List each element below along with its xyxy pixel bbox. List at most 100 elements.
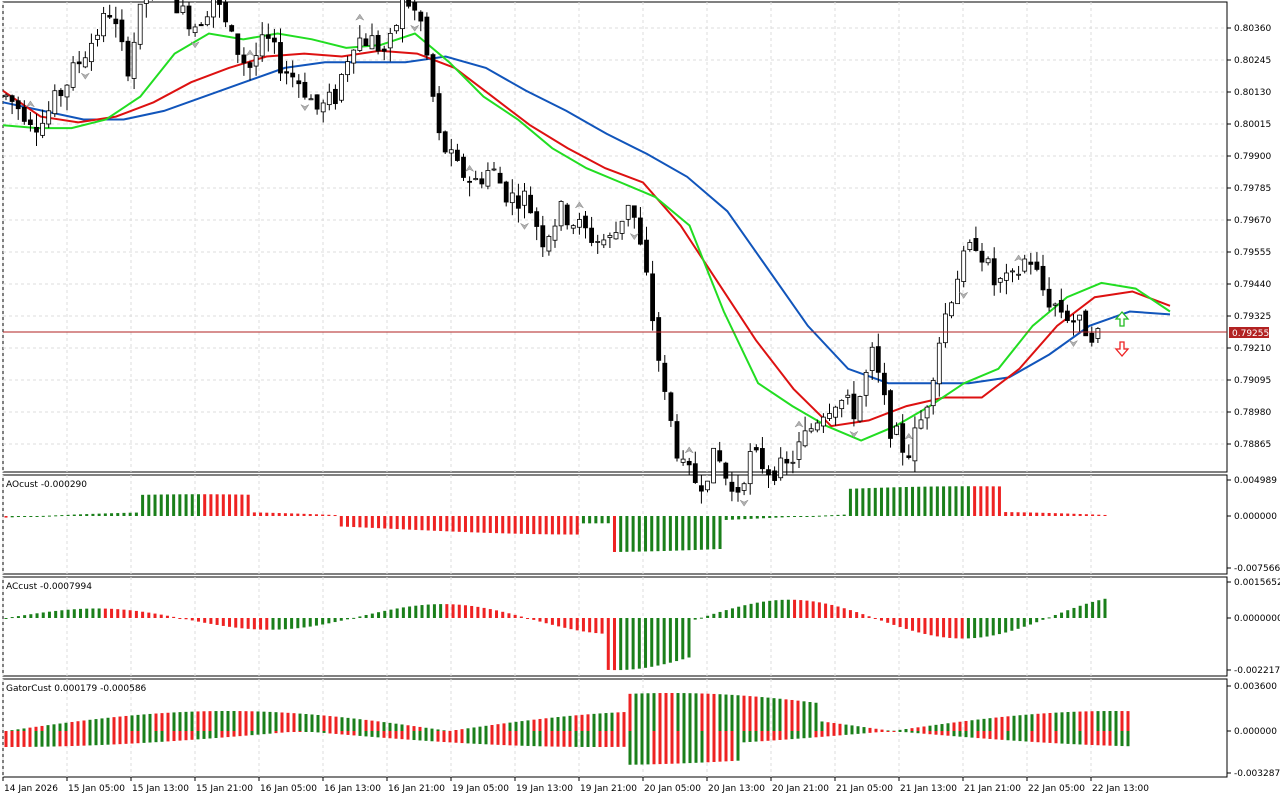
candle-body[interactable] (918, 419, 924, 429)
candle-body[interactable] (778, 457, 784, 479)
candle-body[interactable] (930, 380, 936, 407)
candle-body[interactable] (833, 406, 838, 418)
price-pane[interactable] (2, 0, 1227, 507)
candle-body[interactable] (467, 180, 473, 183)
candle-body[interactable] (863, 372, 869, 396)
candle-body[interactable] (485, 170, 491, 187)
candle-body[interactable] (723, 462, 729, 479)
candle-body[interactable] (552, 225, 558, 241)
candle-body[interactable] (558, 201, 564, 227)
candle-body[interactable] (442, 131, 448, 153)
candle-body[interactable] (644, 239, 649, 273)
candle-body[interactable] (296, 80, 302, 85)
candle-body[interactable] (607, 235, 613, 238)
candle-body[interactable] (528, 194, 533, 214)
candle-body[interactable] (1004, 272, 1009, 281)
candle-body[interactable] (753, 447, 759, 451)
candle-body[interactable] (692, 463, 698, 483)
candle-body[interactable] (717, 450, 723, 462)
candle-body[interactable] (3, 94, 9, 98)
candle-body[interactable] (656, 317, 662, 361)
candle-body[interactable] (1028, 261, 1034, 265)
candle-body[interactable] (21, 106, 27, 122)
candle-body[interactable] (89, 42, 94, 63)
candle-body[interactable] (1095, 328, 1101, 339)
candle-body[interactable] (796, 441, 802, 460)
candle-body[interactable] (680, 458, 686, 463)
candle-body[interactable] (52, 90, 58, 115)
candle-body[interactable] (979, 250, 985, 263)
candle-body[interactable] (265, 34, 271, 39)
gator-indicator-pane[interactable]: GatorCust 0.000179 -0.000586 (4, 684, 1130, 765)
candle-body[interactable] (15, 100, 21, 110)
candle-body[interactable] (625, 204, 631, 220)
candle-body[interactable] (125, 40, 131, 77)
candle-body[interactable] (686, 460, 692, 466)
candle-body[interactable] (747, 451, 753, 485)
candle-body[interactable] (131, 41, 137, 79)
candle-body[interactable] (1046, 288, 1052, 308)
candle-body[interactable] (857, 396, 863, 422)
candle-body[interactable] (827, 413, 832, 419)
candle-body[interactable] (430, 54, 436, 97)
candle-body[interactable] (406, 0, 412, 7)
candle-body[interactable] (64, 84, 70, 98)
candle-body[interactable] (851, 393, 857, 420)
candle-body[interactable] (967, 242, 973, 251)
candle-body[interactable] (259, 34, 265, 57)
candle-body[interactable] (290, 72, 296, 78)
candle-body[interactable] (1071, 320, 1076, 323)
candle-body[interactable] (631, 205, 637, 218)
candle-body[interactable] (936, 342, 942, 385)
candle-body[interactable] (845, 394, 851, 398)
candle-body[interactable] (1077, 314, 1082, 321)
candle-body[interactable] (900, 423, 906, 453)
candle-body[interactable] (34, 126, 39, 133)
candle-body[interactable] (839, 399, 845, 410)
candle-body[interactable] (339, 74, 344, 101)
candle-body[interactable] (821, 416, 826, 427)
candle-body[interactable] (638, 217, 643, 245)
candle-body[interactable] (973, 238, 979, 251)
candle-body[interactable] (577, 219, 582, 228)
candle-body[interactable] (253, 55, 259, 67)
candle-body[interactable] (888, 390, 893, 439)
candle-body[interactable] (1010, 270, 1015, 273)
candle-body[interactable] (1040, 265, 1046, 291)
candle-body[interactable] (583, 215, 588, 229)
candle-body[interactable] (1052, 303, 1058, 306)
candle-body[interactable] (326, 91, 332, 106)
candle-body[interactable] (772, 470, 777, 481)
candle-body[interactable] (210, 0, 216, 18)
candle-body[interactable] (192, 26, 198, 34)
candle-body[interactable] (1034, 261, 1040, 270)
candle-body[interactable] (82, 57, 88, 68)
candle-body[interactable] (314, 94, 320, 110)
candle-body[interactable] (174, 0, 180, 14)
candle-body[interactable] (668, 392, 674, 421)
candle-body[interactable] (186, 5, 192, 30)
candle-body[interactable] (101, 13, 106, 37)
candle-body[interactable] (497, 172, 503, 184)
candle-body[interactable] (985, 258, 991, 264)
candle-body[interactable] (180, 5, 186, 13)
candle-body[interactable] (46, 110, 52, 125)
candle-body[interactable] (223, 2, 229, 23)
candle-body[interactable] (308, 98, 314, 101)
candle-body[interactable] (400, 0, 405, 30)
candle-body[interactable] (107, 15, 113, 18)
candle-body[interactable] (241, 54, 247, 64)
candle-body[interactable] (784, 458, 790, 464)
candle-body[interactable] (735, 487, 741, 493)
candle-body[interactable] (1065, 310, 1070, 321)
candle-body[interactable] (412, 2, 418, 11)
candle-body[interactable] (760, 448, 765, 470)
candle-body[interactable] (540, 225, 546, 248)
candle-body[interactable] (351, 49, 357, 64)
candle-body[interactable] (613, 232, 619, 240)
candle-body[interactable] (369, 35, 375, 50)
candle-body[interactable] (1058, 299, 1064, 313)
candle-body[interactable] (1083, 310, 1089, 337)
candle-body[interactable] (991, 258, 997, 286)
candle-body[interactable] (76, 61, 82, 65)
